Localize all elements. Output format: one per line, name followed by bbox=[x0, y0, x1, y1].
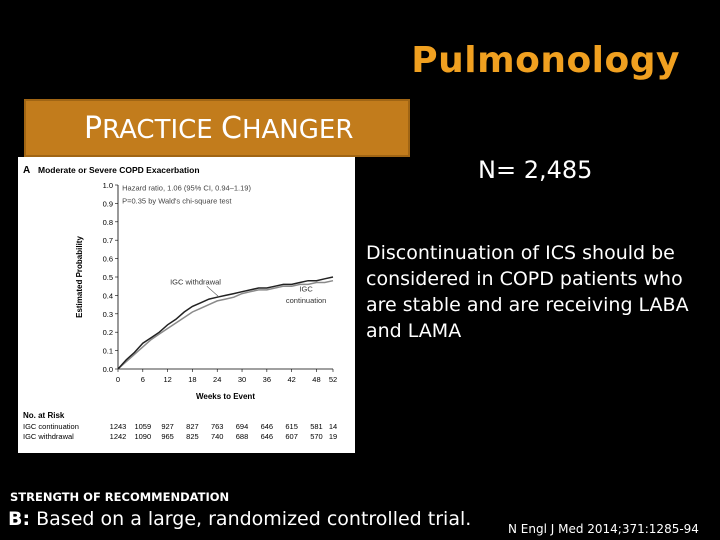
sample-size: N= 2,485 bbox=[478, 156, 593, 184]
risk-table-cell: 927 bbox=[161, 422, 174, 431]
y-tick-label: 0.7 bbox=[103, 236, 113, 245]
strength-heading: STRENGTH OF RECOMMENDATION bbox=[10, 490, 230, 504]
series-label: IGC bbox=[299, 285, 313, 294]
series-label: continuation bbox=[286, 296, 326, 305]
series-line bbox=[117, 279, 334, 370]
recommendation-text: B: Based on a large, randomized controll… bbox=[8, 508, 471, 530]
y-tick-label: 1.0 bbox=[103, 181, 113, 190]
risk-table-cell: 965 bbox=[161, 432, 174, 441]
risk-table-cell: 19 bbox=[329, 432, 337, 441]
practice-changer-banner: PRACTICE CHANGER bbox=[24, 99, 410, 157]
y-tick-label: 0.2 bbox=[103, 328, 113, 337]
risk-table-cell: 1243 bbox=[110, 422, 127, 431]
risk-table-heading: No. at Risk bbox=[23, 411, 65, 420]
y-tick-label: 0.6 bbox=[103, 255, 113, 264]
y-tick-label: 0.1 bbox=[103, 347, 113, 356]
risk-table-cell: 694 bbox=[236, 422, 249, 431]
risk-table-cell: 14 bbox=[329, 422, 337, 431]
y-tick-label: 0.4 bbox=[103, 291, 113, 300]
series-line bbox=[117, 276, 334, 370]
risk-table-cell: 827 bbox=[186, 422, 199, 431]
series-label-pointer bbox=[206, 285, 220, 298]
risk-table-cell: 570 bbox=[310, 432, 323, 441]
kaplan-meier-figure: A Moderate or Severe COPD Exacerbation 0.0… bbox=[18, 157, 355, 453]
risk-table-cell: 1090 bbox=[134, 432, 151, 441]
kaplan-meier-chart: A Moderate or Severe COPD Exacerbation 0.0… bbox=[23, 165, 337, 441]
series-label: IGC withdrawal bbox=[170, 277, 221, 286]
risk-table-cell: 688 bbox=[236, 432, 249, 441]
risk-table-cell: 615 bbox=[285, 422, 298, 431]
chart-title: Moderate or Severe COPD Exacerbation bbox=[38, 165, 200, 175]
x-tick-label: 0 bbox=[116, 375, 120, 384]
panel-letter: A bbox=[23, 165, 30, 176]
recommendation-grade: B: bbox=[8, 508, 31, 530]
x-tick-label: 12 bbox=[163, 375, 171, 384]
x-tick-label: 42 bbox=[287, 375, 295, 384]
x-tick-label: 6 bbox=[141, 375, 145, 384]
x-tick-label: 52 bbox=[329, 375, 337, 384]
risk-table-cell: 1059 bbox=[134, 422, 151, 431]
recommendation-body: Based on a large, randomized controlled … bbox=[30, 508, 472, 530]
x-tick-label: 48 bbox=[312, 375, 320, 384]
x-tick-label: 18 bbox=[188, 375, 196, 384]
citation: N Engl J Med 2014;371:1285-94 bbox=[508, 522, 699, 536]
risk-table-row-label: IGC continuation bbox=[23, 422, 79, 431]
x-tick-label: 36 bbox=[263, 375, 271, 384]
x-axis-label: Weeks to Event bbox=[196, 392, 255, 401]
y-tick-label: 0.5 bbox=[103, 273, 113, 282]
y-tick-label: 0.9 bbox=[103, 199, 113, 208]
page-title: Pulmonology bbox=[411, 40, 680, 81]
risk-table-cell: 1242 bbox=[110, 432, 127, 441]
risk-table-cell: 646 bbox=[261, 422, 274, 431]
hazard-ratio-annotation: Hazard ratio, 1.06 (95% CI, 0.94–1.19) bbox=[122, 184, 251, 193]
y-tick-label: 0.0 bbox=[103, 365, 113, 374]
risk-table-cell: 646 bbox=[261, 432, 274, 441]
risk-table-cell: 581 bbox=[310, 422, 323, 431]
risk-table-cell: 607 bbox=[285, 432, 298, 441]
conclusion-text: Discontinuation of ICS should be conside… bbox=[366, 242, 689, 342]
y-tick-label: 0.8 bbox=[103, 218, 113, 227]
risk-table-cell: 740 bbox=[211, 432, 224, 441]
y-axis-label: Estimated Probability bbox=[75, 236, 84, 318]
p-value-annotation: P=0.35 by Wald's chi-square test bbox=[122, 196, 232, 205]
risk-table-cell: 763 bbox=[211, 422, 224, 431]
x-tick-label: 24 bbox=[213, 375, 221, 384]
banner-label: PRACTICE CHANGER bbox=[84, 111, 354, 146]
x-tick-label: 30 bbox=[238, 375, 246, 384]
y-tick-label: 0.3 bbox=[103, 310, 113, 319]
risk-table-row-label: IGC withdrawal bbox=[23, 432, 74, 441]
risk-table-cell: 825 bbox=[186, 432, 199, 441]
